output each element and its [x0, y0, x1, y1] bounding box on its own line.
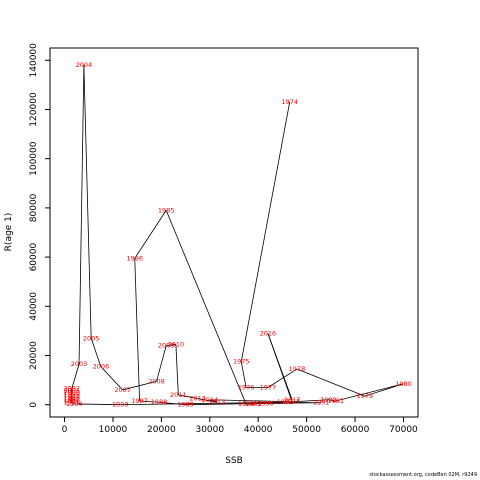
y-tick-label: 140000 — [29, 43, 39, 78]
x-tick-label: 0 — [62, 425, 68, 435]
point-label-2008: 2008 — [148, 377, 165, 385]
point-label-1976: 1976 — [238, 383, 255, 391]
point-label-1979: 1979 — [356, 392, 373, 400]
y-tick-label: 80000 — [29, 193, 39, 222]
x-tick-label: 30000 — [195, 425, 224, 435]
point-label-1980: 1980 — [395, 380, 412, 388]
series-segment — [158, 401, 186, 406]
point-label-1987: 1987 — [131, 397, 148, 405]
point-label-1989: 1989 — [177, 401, 194, 409]
series-segment — [178, 394, 198, 399]
point-label-1999: 1999 — [64, 390, 81, 398]
point-label-1995: 1995 — [64, 399, 81, 407]
series-segment — [134, 258, 140, 402]
series-segment — [209, 399, 293, 403]
point-label-2011: 2011 — [170, 391, 187, 399]
point-label-2000: 2000 — [64, 388, 81, 396]
series-segment — [74, 403, 121, 406]
point-label-2004: 2004 — [76, 61, 93, 69]
point-label-2015: 2015 — [284, 398, 301, 406]
y-tick-label: 60000 — [29, 243, 39, 272]
x-tick-label: 40000 — [244, 425, 273, 435]
series-segment — [328, 399, 336, 402]
series-segment — [139, 400, 159, 403]
series-line-layer — [71, 65, 404, 406]
series-segment — [296, 368, 365, 397]
point-label-2001: 2001 — [64, 386, 81, 394]
point-label-2010: 2010 — [168, 340, 185, 348]
x-tick-label: 10000 — [99, 425, 128, 435]
x-tick-label: 50000 — [292, 425, 321, 435]
series-segment — [120, 401, 285, 406]
series-segment — [90, 338, 102, 367]
series-segment — [267, 333, 293, 400]
series-segment — [185, 403, 266, 406]
series-segment — [267, 368, 298, 388]
point-label-1992: 1992 — [277, 398, 294, 406]
point-label-2007: 2007 — [114, 386, 131, 394]
plot-frame — [49, 47, 419, 418]
x-tick-label: 70000 — [389, 425, 418, 435]
series-segment — [83, 65, 92, 339]
point-label-1977: 1977 — [260, 383, 277, 391]
series-segment — [240, 361, 247, 388]
y-tick-label: 120000 — [29, 92, 39, 127]
point-label-1991: 1991 — [313, 399, 330, 407]
series-segment — [78, 65, 85, 365]
series-segment — [166, 344, 176, 347]
point-label-1983: 1983 — [245, 400, 262, 408]
point-label-1997: 1997 — [64, 395, 81, 403]
point-label-1988: 1988 — [151, 398, 168, 406]
point-label-1982: 1982 — [320, 396, 337, 404]
x-axis-title: SSB — [225, 456, 243, 466]
point-label-2014: 2014 — [202, 396, 219, 404]
point-label-2017: 2017 — [284, 396, 301, 404]
y-tick-label: 100000 — [29, 141, 39, 176]
axes-layer: 0 10000 20000 30000 40000 50000 60000 70000 0 200… — [29, 43, 418, 435]
y-tick-label: 40000 — [29, 292, 39, 321]
x-tick-label: 60000 — [341, 425, 370, 435]
series-segment — [71, 363, 80, 389]
series-segment — [240, 102, 291, 362]
y-tick-label: 0 — [29, 402, 39, 408]
point-label-1996: 1996 — [64, 397, 81, 405]
x-tick-label: 20000 — [147, 425, 176, 435]
point-label-1974: 1974 — [281, 98, 298, 106]
point-label-1985: 1985 — [158, 206, 175, 214]
series-segment — [134, 210, 167, 259]
point-label-2003: 2003 — [71, 360, 88, 368]
point-label-1984: 1984 — [238, 400, 255, 408]
point-label-2002: 2002 — [64, 385, 81, 393]
point-label-1990: 1990 — [257, 399, 274, 407]
point-label-2013: 2013 — [209, 398, 226, 406]
point-label-1994: 1994 — [66, 400, 83, 408]
series-segment — [335, 383, 404, 402]
y-tick-label: 20000 — [29, 341, 39, 370]
point-label-2009: 2009 — [158, 342, 175, 350]
series-segment — [100, 366, 123, 391]
footer-credit: stockassessment.org, codeBen 02M, r9249 — [369, 472, 477, 478]
point-label-2012: 2012 — [189, 395, 206, 403]
point-label-1981: 1981 — [327, 397, 344, 405]
point-label-1986: 1986 — [126, 254, 143, 262]
point-label-1978: 1978 — [289, 365, 306, 373]
point-label-2006: 2006 — [93, 363, 110, 371]
series-segment — [71, 402, 75, 405]
y-axis-title: R(age 1) — [4, 213, 14, 252]
series-segment — [156, 345, 167, 382]
point-label-1975: 1975 — [233, 358, 250, 366]
series-segment — [175, 344, 179, 395]
point-label-1993: 1993 — [112, 401, 129, 409]
point-label-2005: 2005 — [83, 334, 100, 342]
series-segment — [197, 398, 218, 403]
point-label-2016: 2016 — [260, 329, 277, 337]
point-label-1998: 1998 — [64, 393, 81, 401]
series-segment — [165, 210, 247, 405]
series-segment — [122, 380, 157, 391]
